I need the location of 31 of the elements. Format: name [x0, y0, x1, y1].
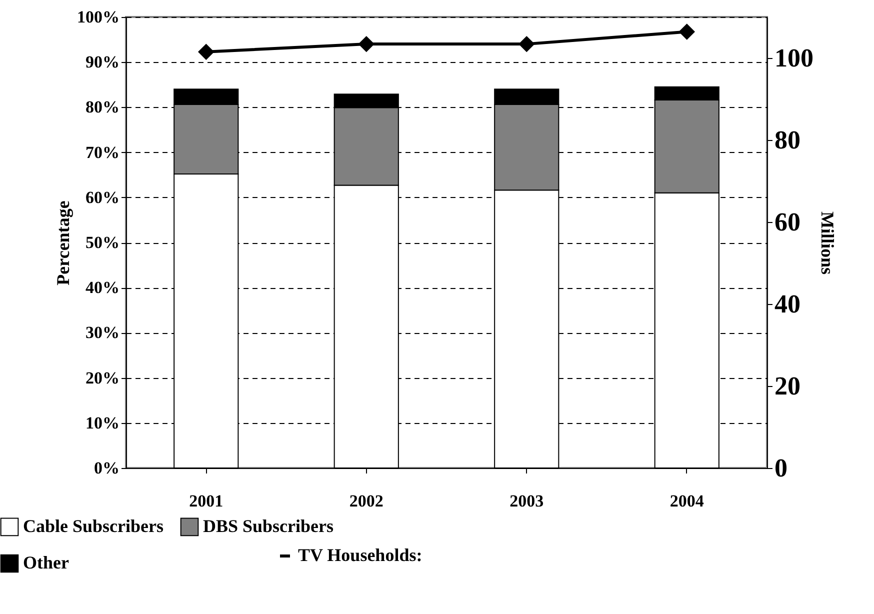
y-axis-title: Percentage — [53, 200, 73, 286]
y2-axis-title: Millions — [818, 211, 838, 275]
point — [679, 24, 695, 40]
legend-label: TV Households: — [298, 545, 422, 565]
y-tick-label: 100% — [77, 8, 120, 26]
y-tick-label: 70% — [86, 142, 120, 162]
y-tick-label: 30% — [86, 323, 120, 342]
y2-tick-label: 40 — [774, 290, 800, 318]
y-tick-label: 40% — [86, 278, 120, 298]
y-tick-label: 20% — [86, 368, 120, 388]
y2-tick-label: 0 — [774, 454, 788, 482]
legend-label: Cable Subscribers — [23, 516, 164, 536]
x-tick-label: 2001 — [189, 492, 224, 510]
point — [518, 36, 534, 52]
y-tick-label: 0% — [94, 458, 120, 478]
y2-tick-label: 60 — [774, 208, 800, 236]
x-tick-label: 2003 — [510, 492, 544, 510]
point — [198, 44, 214, 60]
y2-tick-label: 100 — [774, 44, 814, 72]
x-tick-label: 2004 — [670, 492, 704, 510]
point — [358, 36, 374, 52]
y2-tick-label: 20 — [774, 372, 800, 400]
y2-tick-label: 80 — [774, 126, 800, 154]
y-tick-label: 50% — [86, 233, 120, 252]
y-tick-label: 60% — [86, 188, 120, 207]
y-tick-label: 90% — [86, 52, 120, 72]
y-tick-label: 80% — [86, 98, 120, 117]
legend-label: DBS Subscribers — [203, 516, 334, 536]
legend-label: Other — [23, 552, 69, 572]
x-tick-label: 2002 — [349, 492, 384, 510]
y-tick-label: 10% — [86, 413, 120, 432]
